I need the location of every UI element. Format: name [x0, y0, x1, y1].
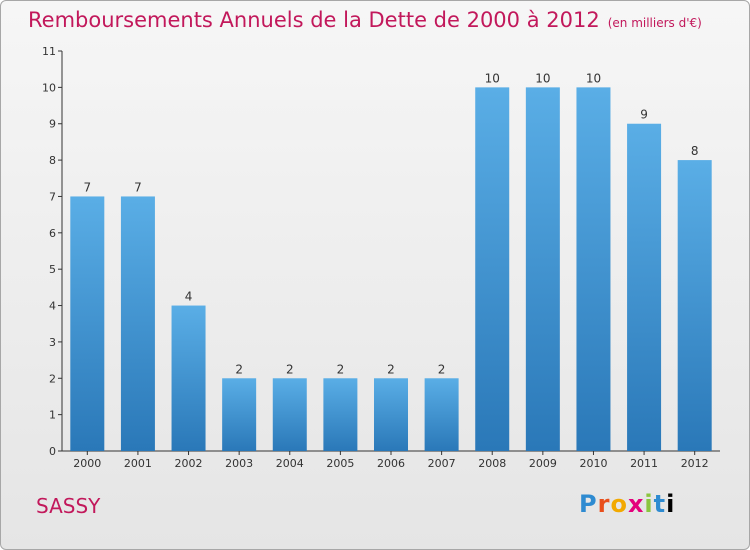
bar — [120, 196, 155, 451]
data-label: 2 — [387, 362, 395, 376]
bar — [475, 87, 510, 451]
data-label: 4 — [185, 290, 193, 304]
bar — [70, 196, 105, 451]
chart-title-text: Remboursements Annuels de la Dette de 20… — [28, 8, 600, 32]
logo-letter: o — [610, 490, 628, 518]
bar — [272, 378, 307, 451]
x-tick-label: 2006 — [377, 457, 405, 470]
bar — [576, 87, 611, 451]
logo-letter: r — [597, 490, 611, 518]
logo-letter: i — [666, 490, 676, 518]
bar — [677, 160, 712, 451]
bar — [374, 378, 408, 451]
x-tick-label: 2002 — [175, 457, 203, 470]
y-tick-label: 11 — [42, 45, 56, 58]
bar — [222, 378, 257, 451]
data-label: 9 — [640, 108, 648, 122]
data-label: 2 — [286, 362, 294, 376]
x-tick-label: 2005 — [326, 457, 354, 470]
bar — [171, 305, 206, 451]
bar — [525, 87, 560, 451]
x-tick-label: 2004 — [276, 457, 304, 470]
x-tick-label: 2001 — [124, 457, 152, 470]
x-tick-label: 2011 — [630, 457, 658, 470]
data-label: 10 — [535, 71, 550, 85]
y-tick-label: 7 — [49, 190, 56, 203]
x-tick-label: 2009 — [529, 457, 557, 470]
y-tick-label: 5 — [49, 263, 56, 276]
bar — [323, 378, 358, 451]
bar — [424, 378, 459, 451]
data-label: 2 — [235, 362, 243, 376]
unit-note: (en milliers d'€) — [607, 16, 702, 30]
y-tick-label: 1 — [49, 409, 56, 422]
x-tick-label: 2012 — [681, 457, 709, 470]
logo-letter: t — [653, 490, 667, 518]
x-tick-label: 2010 — [579, 457, 607, 470]
y-tick-label: 6 — [49, 227, 56, 240]
data-label: 2 — [337, 362, 345, 376]
y-tick-label: 9 — [49, 118, 56, 131]
x-tick-label: 2000 — [73, 457, 101, 470]
logo-letter: i — [644, 490, 654, 518]
proxiti-logo: Proxiti — [579, 490, 675, 518]
logo-letter: x — [627, 490, 645, 518]
commune-name: SASSY — [36, 494, 101, 518]
y-tick-label: 3 — [49, 336, 56, 349]
data-label: 8 — [691, 144, 699, 158]
data-label: 7 — [134, 180, 142, 194]
data-label: 7 — [83, 180, 91, 194]
data-label: 10 — [586, 71, 601, 85]
data-label: 10 — [485, 71, 500, 85]
x-tick-label: 2008 — [478, 457, 506, 470]
y-tick-label: 4 — [49, 300, 56, 313]
data-label: 2 — [438, 362, 446, 376]
y-tick-label: 10 — [42, 81, 56, 94]
chart-title: Remboursements Annuels de la Dette de 20… — [28, 8, 702, 32]
y-tick-label: 8 — [49, 154, 56, 167]
y-tick-label: 2 — [49, 372, 56, 385]
x-tick-label: 2007 — [428, 457, 456, 470]
x-tick-label: 2003 — [225, 457, 253, 470]
bar — [627, 123, 662, 452]
y-tick-label: 0 — [49, 445, 56, 458]
logo-letter: P — [579, 490, 598, 518]
